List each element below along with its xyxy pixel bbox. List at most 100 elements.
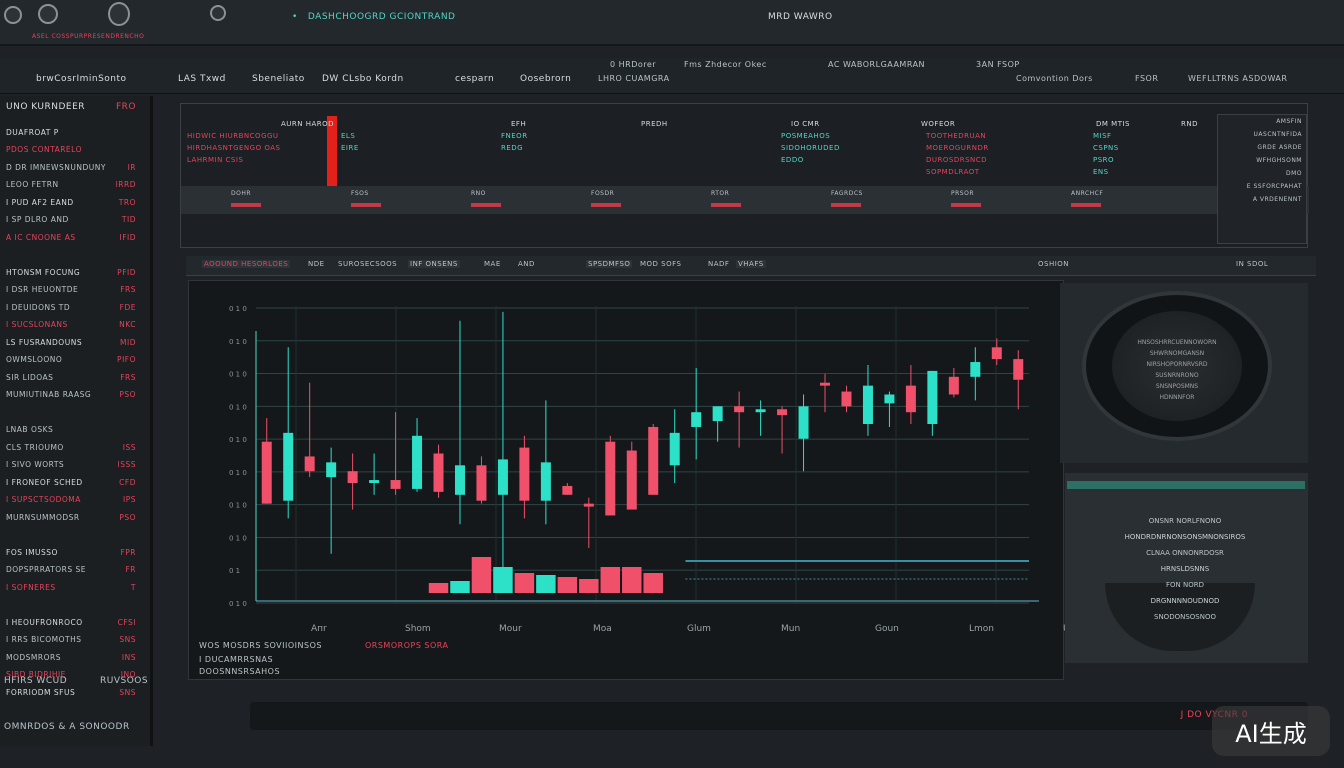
- candlestick-chart[interactable]: 0 1 0 0 1 0 0 1 0 0 1 0 0 1 0 0 1 0 0 1 0 0 1 0…: [189, 281, 1089, 681]
- sidebar-item[interactable]: PDOS CONTARELO: [0, 141, 150, 159]
- nav-right-item[interactable]: AC WABORLGAAMRAN: [828, 60, 926, 69]
- candle[interactable]: [884, 391, 895, 427]
- sidebar-item[interactable]: A IC CNOONE AS IFID: [0, 229, 150, 247]
- sidebar-item[interactable]: I DSR HEUONTDE FRS: [0, 281, 150, 299]
- sidebar-item[interactable]: FOS IMUSSO FPR: [0, 544, 150, 562]
- toolbar-item[interactable]: NDE: [308, 260, 325, 268]
- candle[interactable]: [261, 418, 272, 504]
- table-column-header[interactable]: PREDH: [641, 120, 668, 128]
- nav-item[interactable]: cesparn: [455, 74, 495, 84]
- candle[interactable]: [712, 406, 723, 442]
- table-column-header[interactable]: RND: [1181, 120, 1198, 128]
- candle[interactable]: [927, 370, 938, 436]
- candle[interactable]: [326, 447, 337, 554]
- sidebar-item[interactable]: MURNSUMMODSR PSO: [0, 509, 150, 527]
- table-column-header[interactable]: AURN HAROD: [281, 120, 335, 128]
- sidebar-item[interactable]: I SP DLRO AND TID: [0, 211, 150, 229]
- candle[interactable]: [798, 394, 809, 472]
- toolbar-item[interactable]: IN SDOL: [1236, 260, 1269, 268]
- toolbar-item[interactable]: MOD SOFS: [640, 260, 682, 268]
- sidebar-item[interactable]: FORRIODM SFUS SNS: [0, 684, 150, 702]
- candle[interactable]: [497, 311, 508, 584]
- info-list-item[interactable]: CLNAA ONNONRDOSR: [1146, 549, 1224, 557]
- toolbar-item[interactable]: OSHION: [1038, 260, 1070, 268]
- nav-item[interactable]: Oosebrorn: [520, 74, 572, 84]
- sidebar-item[interactable]: [0, 246, 150, 264]
- sidebar-item[interactable]: SIR LIDOAS FRS: [0, 369, 150, 387]
- candle[interactable]: [476, 456, 487, 504]
- candle[interactable]: [412, 418, 423, 492]
- candle[interactable]: [583, 497, 594, 548]
- candle[interactable]: [820, 373, 831, 413]
- sidebar-item[interactable]: LNAB OSKS: [0, 421, 150, 439]
- candle[interactable]: [562, 483, 573, 495]
- toolbar-item[interactable]: SPSDMFSO: [586, 260, 633, 268]
- candle[interactable]: [304, 382, 315, 478]
- globe-icon[interactable]: [210, 5, 226, 21]
- sidebar-item[interactable]: I FRONEOF SCHED CFD: [0, 474, 150, 492]
- candle[interactable]: [755, 400, 766, 436]
- sidebar-item[interactable]: LS FUSRANDOUNS MID: [0, 334, 150, 352]
- table-column-header[interactable]: EFH: [511, 120, 527, 128]
- candle[interactable]: [519, 435, 530, 519]
- sidebar-item[interactable]: MODSMRORS INS: [0, 649, 150, 667]
- home-icon[interactable]: [38, 4, 58, 24]
- nav-item[interactable]: LAS Txwd: [178, 74, 226, 84]
- nav-right-item[interactable]: 3AN FSOP: [976, 60, 1020, 69]
- sidebar-item[interactable]: I DEUIDONS TD FDE: [0, 299, 150, 317]
- candle[interactable]: [347, 453, 358, 510]
- sidebar-item[interactable]: I HEOUFRONROCO CFSI: [0, 614, 150, 632]
- sidebar-item[interactable]: [0, 404, 150, 422]
- candle[interactable]: [369, 453, 380, 495]
- nav-right-item[interactable]: 0 HRDorer: [610, 60, 657, 69]
- sidebar-item[interactable]: I PUD AF2 EAND TRO: [0, 194, 150, 212]
- nav-right-item[interactable]: LHRO CUAMGRA: [598, 74, 670, 83]
- app-logo-icon[interactable]: [4, 6, 22, 24]
- sidebar-item[interactable]: I RRS BICOMOTHS SNS: [0, 631, 150, 649]
- candle[interactable]: [777, 406, 788, 454]
- candle[interactable]: [970, 347, 981, 401]
- candle[interactable]: [734, 391, 745, 448]
- candle[interactable]: [390, 412, 401, 495]
- toolbar-item[interactable]: VHAFS: [736, 260, 766, 268]
- sidebar-item[interactable]: MUMIUTINAB RAASG PSO: [0, 386, 150, 404]
- nav-item[interactable]: brwCosrIminSonto: [36, 74, 127, 84]
- sidebar-item[interactable]: OWMSLOONO PIFO: [0, 351, 150, 369]
- candle[interactable]: [862, 365, 873, 436]
- nav-item[interactable]: Sbeneliato: [252, 74, 305, 84]
- candle[interactable]: [433, 444, 444, 498]
- info-list-item[interactable]: SNODONSOSNOO: [1154, 613, 1216, 621]
- sidebar-item[interactable]: I SIVO WORTS ISSS: [0, 456, 150, 474]
- info-list-item[interactable]: FON NORD: [1166, 581, 1204, 589]
- candle[interactable]: [1013, 350, 1024, 410]
- sidebar-item[interactable]: HTONSM FOCUNG PFID: [0, 264, 150, 282]
- info-list-item[interactable]: ONSNR NORLFNONO: [1148, 517, 1222, 525]
- table-column-header[interactable]: WOFEOR: [921, 120, 956, 128]
- candle[interactable]: [991, 338, 1002, 365]
- candle[interactable]: [605, 435, 616, 516]
- sidebar-item[interactable]: [0, 596, 150, 614]
- table-column-header[interactable]: DM MTIS: [1096, 120, 1130, 128]
- candle[interactable]: [905, 365, 916, 424]
- candle[interactable]: [669, 409, 680, 483]
- candle[interactable]: [841, 385, 852, 413]
- sidebar-item[interactable]: DOPSPRRATORS SE FR: [0, 561, 150, 579]
- candle[interactable]: [948, 367, 959, 398]
- candle[interactable]: [540, 400, 551, 525]
- nav-right-item[interactable]: Fms Zhdecor Okec: [684, 60, 767, 69]
- toolbar-item[interactable]: SUROSECSOOS: [338, 260, 398, 268]
- toolbar-item[interactable]: MAE: [484, 260, 501, 268]
- candle[interactable]: [283, 347, 294, 519]
- nav-right-item[interactable]: Comvontion Dors: [1016, 74, 1093, 83]
- toolbar-item[interactable]: AND: [518, 260, 535, 268]
- sidebar-item[interactable]: LEOO FETRN IRRD: [0, 176, 150, 194]
- sidebar-item[interactable]: SIBD BIDRIHIE INO: [0, 666, 150, 684]
- edit-icon[interactable]: [108, 2, 130, 26]
- candle[interactable]: [626, 441, 637, 510]
- info-list-item[interactable]: DRGNNNNOUDNOD: [1150, 597, 1220, 605]
- sidebar-item[interactable]: I SOFNERES T: [0, 579, 150, 597]
- nav-item[interactable]: DW CLsbo Kordn: [322, 74, 404, 84]
- info-list-item[interactable]: HRNSLDSNNS: [1160, 565, 1210, 573]
- toolbar-item[interactable]: NADF: [708, 260, 730, 268]
- toolbar-item[interactable]: INF ONSENS: [408, 260, 460, 268]
